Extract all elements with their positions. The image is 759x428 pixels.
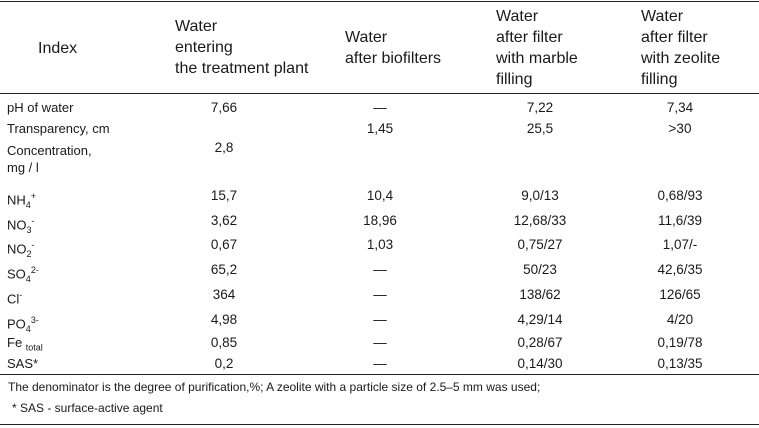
table-cell: 364	[212, 287, 236, 302]
table-cell: —	[373, 335, 387, 350]
row-label-subscript: 4	[25, 199, 31, 210]
table-cell: 0,85	[210, 335, 238, 350]
row-label-subscript: 3	[26, 224, 32, 235]
table-cell: 12,68/33	[513, 213, 567, 228]
table-cell: 0,68/93	[657, 188, 703, 203]
row-label-subscript: total	[25, 342, 43, 353]
table-cell: 4/20	[666, 312, 694, 327]
row-label-superscript: -	[19, 290, 23, 300]
table-cell: 0,2	[214, 356, 234, 371]
table-cell: 11,6/39	[657, 213, 703, 228]
row-label-text: NO	[7, 217, 27, 233]
table-cell: —	[373, 287, 387, 302]
row-label-text: SO	[7, 266, 26, 282]
row-label: NO3-	[7, 213, 35, 238]
table-cell: —	[373, 356, 387, 371]
row-label-subscript: 4	[25, 273, 31, 284]
row-label-subscript: 2	[26, 248, 32, 259]
table-cell: 4,29/14	[517, 312, 563, 327]
table-cell: 2,8	[214, 140, 234, 155]
table-cell: 1,07/-	[662, 237, 698, 252]
row-label-text: PO	[7, 316, 26, 332]
bottom-rule	[0, 374, 759, 375]
row-label-superscript: 3-	[30, 315, 39, 325]
table-cell: 9,0/13	[521, 188, 559, 203]
table-cell: 18,96	[363, 213, 397, 228]
header-index: Index	[38, 40, 78, 57]
footer-rule	[0, 424, 759, 425]
table-cell: 1,45	[366, 121, 394, 136]
row-label-text: Transparency, cm	[7, 121, 110, 136]
row-label-superscript: 2-	[30, 265, 39, 275]
row-label-text: Cl	[7, 291, 20, 307]
row-label: PO43-	[7, 312, 39, 337]
table-cell: 0,75/27	[517, 237, 563, 252]
row-label: Fe total	[7, 335, 43, 356]
table-cell: 7,34	[666, 100, 694, 115]
row-label: NH4+	[7, 188, 36, 213]
table-cell: —	[373, 262, 387, 277]
row-label-text: pH of water	[7, 100, 74, 115]
footnote-denominator: The denominator is the degree of purific…	[8, 380, 541, 394]
row-label: NO2-	[7, 237, 35, 262]
row-label: Transparency, cm	[7, 121, 110, 137]
row-label-text: SAS*	[7, 356, 39, 371]
header-rule	[0, 93, 759, 94]
table-cell: 10,4	[366, 188, 394, 203]
table-cell: 138/62	[519, 287, 561, 302]
footnote-sas: * SAS - surface-active agent	[12, 401, 163, 415]
table-cell: 50/23	[523, 262, 557, 277]
table-cell: 7,22	[526, 100, 554, 115]
table-cell: 25,5	[526, 121, 554, 136]
header-entering: Water entering the treatment plant	[175, 18, 309, 77]
row-label: SO42-	[7, 262, 39, 287]
table-cell: 65,2	[210, 262, 238, 277]
row-label-superscript: -	[31, 216, 35, 226]
header-marble: Water after filter with marble filling	[496, 8, 578, 88]
table-cell: 0,19/78	[657, 335, 703, 350]
row-label-text: Fe	[7, 335, 26, 350]
table-cell: —	[373, 100, 387, 115]
row-label: Cl-	[7, 287, 22, 307]
table-cell: 0,67	[210, 237, 238, 252]
table-cell: 0,13/35	[657, 356, 703, 371]
header-biofilters: Water after biofilters	[345, 29, 442, 67]
table-cell: 0,14/30	[517, 356, 563, 371]
table-cell: 15,7	[210, 188, 238, 203]
row-label-unit: mg / l	[7, 160, 39, 175]
row-label: SAS*	[7, 356, 38, 372]
top-rule	[0, 1, 759, 2]
row-label-superscript: -	[31, 240, 35, 250]
table-cell: 1,03	[366, 237, 394, 252]
table-cell: >30	[668, 121, 692, 136]
table-cell: 0,28/67	[517, 335, 563, 350]
row-label: pH of water	[7, 100, 73, 116]
table-cell: 42,6/35	[657, 262, 703, 277]
row-label-text: NH	[7, 192, 26, 208]
table-cell: —	[373, 312, 387, 327]
header-zeolite: Water after filter with zeolite filling	[641, 8, 721, 88]
table-cell: 126/65	[659, 287, 701, 302]
row-label: Concentration,	[7, 143, 92, 159]
table-cell: 3,62	[210, 213, 238, 228]
table-cell: 4,98	[210, 312, 238, 327]
row-label-text: NO	[7, 241, 27, 257]
row-label-subscript: 4	[25, 323, 31, 334]
row-label-text: Concentration,	[7, 143, 92, 158]
row-label-superscript: +	[30, 191, 37, 201]
table-cell: 7,66	[210, 100, 238, 115]
